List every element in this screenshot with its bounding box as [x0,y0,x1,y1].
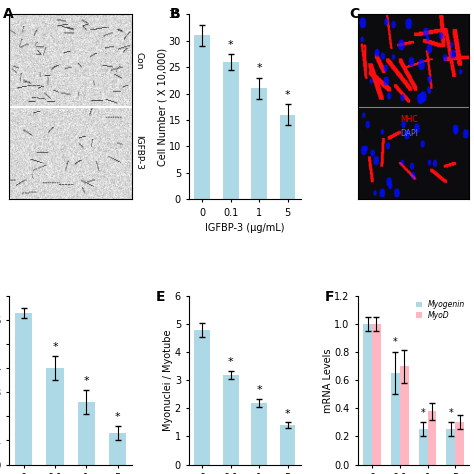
Text: A: A [3,7,14,21]
Bar [194,36,210,199]
Bar [456,422,464,465]
Bar [428,411,437,465]
Text: DAPI: DAPI [400,129,418,138]
Bar [391,374,400,465]
Bar [280,425,295,465]
Text: MHC: MHC [400,115,418,124]
Bar [419,429,428,465]
Text: *: * [228,40,234,50]
Text: C: C [349,7,359,21]
Text: *: * [285,409,291,419]
Bar [78,402,95,465]
Text: *: * [256,64,262,73]
Text: IGFBP-3: IGFBP-3 [472,136,474,171]
Text: Con: Con [472,52,474,69]
Bar [400,366,409,465]
Bar [109,433,126,465]
Bar [223,375,238,465]
Text: E: E [156,290,165,304]
Y-axis label: Cell Number ( X 10,000): Cell Number ( X 10,000) [157,48,167,166]
Text: B: B [169,7,180,21]
X-axis label: IGFBP-3 (μg/mL): IGFBP-3 (μg/mL) [205,223,285,233]
Bar [251,88,267,199]
Bar [223,62,238,199]
Bar [194,330,210,465]
Bar [46,368,64,465]
Text: *: * [421,408,426,418]
Text: F: F [325,290,334,304]
Text: *: * [52,342,58,352]
Bar [15,313,32,465]
Y-axis label: mRNA Levels: mRNA Levels [323,348,333,413]
Text: *: * [256,385,262,395]
Text: *: * [448,408,453,418]
Bar [251,403,267,465]
Bar [363,324,372,465]
Y-axis label: Myonuclei / Myotube: Myonuclei / Myotube [164,330,173,431]
Text: *: * [115,412,120,422]
Bar [280,115,295,199]
Text: *: * [83,376,89,386]
Text: *: * [228,357,234,367]
Text: Con: Con [134,52,143,69]
Text: IGFBP-3: IGFBP-3 [134,136,143,171]
Legend: Myogenin, MyoD: Myogenin, MyoD [416,300,465,319]
Text: *: * [285,90,291,100]
Bar [447,429,456,465]
Bar [372,324,381,465]
Text: *: * [393,337,398,347]
